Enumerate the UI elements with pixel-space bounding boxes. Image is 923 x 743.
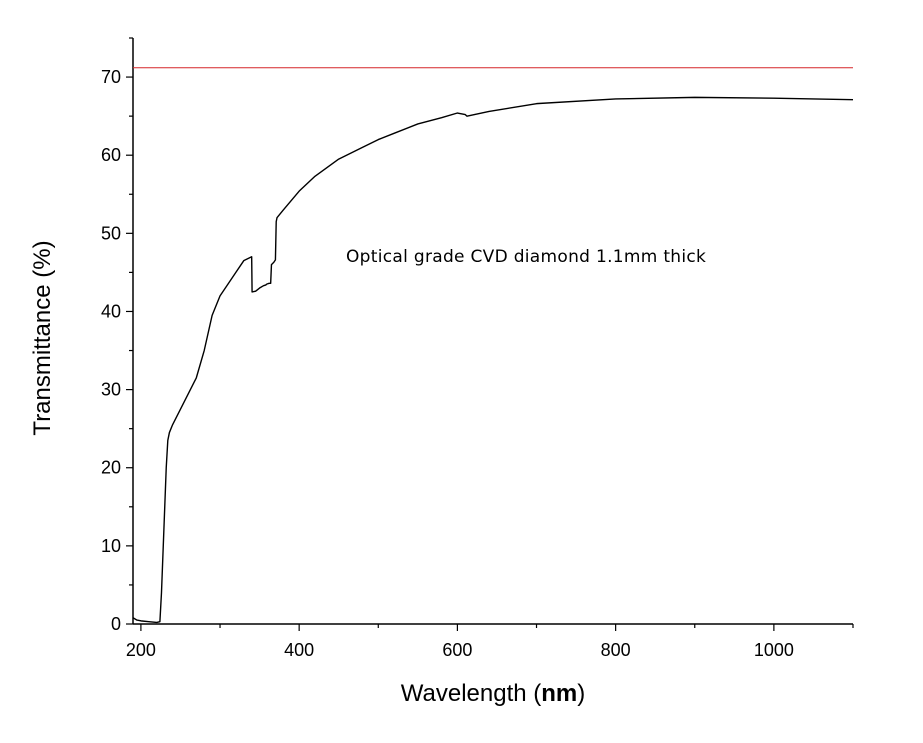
x-tick-label: 1000 (754, 640, 794, 660)
chart-annotation: Optical grade CVD diamond 1.1mm thick (346, 247, 706, 267)
y-tick-label: 50 (101, 223, 121, 243)
y-tick-label: 60 (101, 145, 121, 165)
axes: 0 10 20 30 40 50 60 70 200 400 600 800 1000 (101, 37, 854, 660)
x-axis-label-unit: nm (541, 680, 577, 707)
x-axis-label-prefix: Wavelength ( (401, 680, 542, 707)
series-group (132, 96, 854, 624)
x-tick-label: 800 (601, 640, 631, 660)
x-axis-label: Wavelength (nm) (401, 680, 586, 707)
y-tick-label: 0 (111, 614, 121, 634)
y-tick-label: 40 (101, 301, 121, 321)
y-axis-label: Transmittance (%) (29, 240, 56, 435)
transmittance-series-line (132, 96, 854, 624)
y-tick-label: 10 (101, 536, 121, 556)
x-axis-label-suffix: ) (577, 680, 585, 707)
x-tick-label: 400 (284, 640, 314, 660)
y-tick-label: 30 (101, 380, 121, 400)
x-tick-label: 600 (442, 640, 472, 660)
x-tick-label: 200 (126, 640, 156, 660)
y-tick-label: 70 (101, 67, 121, 87)
y-tick-label: 20 (101, 458, 121, 478)
